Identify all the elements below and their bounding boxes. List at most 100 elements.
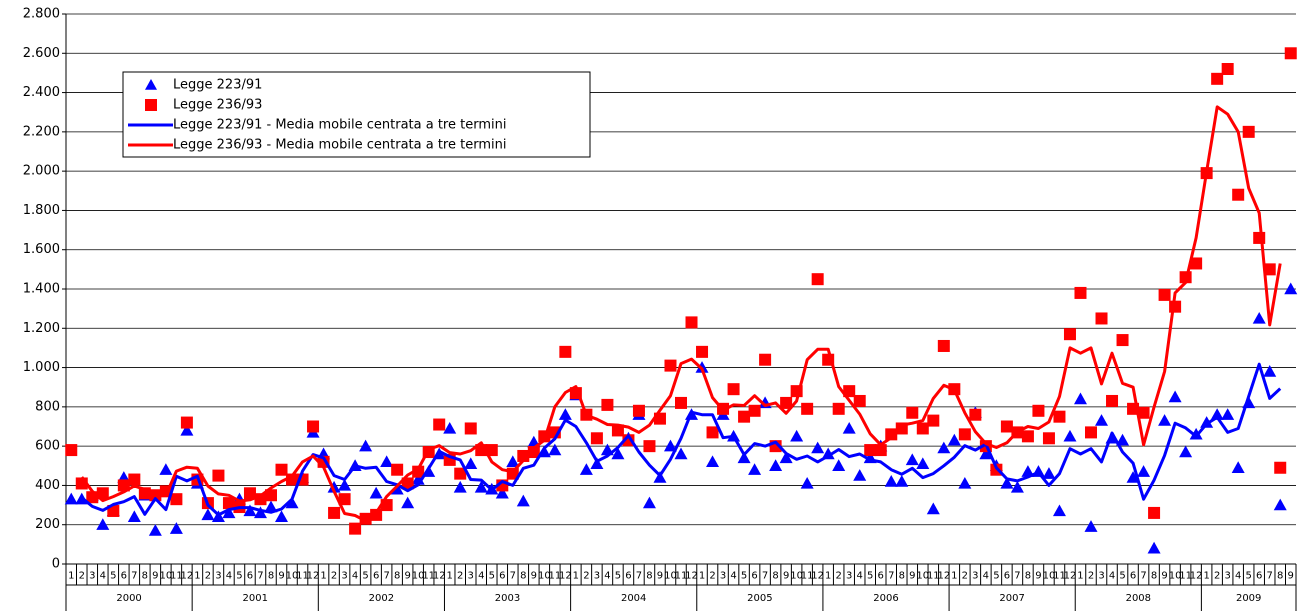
triangle-marker <box>96 518 110 530</box>
x-tick-label: 7 <box>383 571 389 582</box>
x-tick-label: 12 <box>811 571 824 582</box>
x-tick-label: 2 <box>836 571 842 582</box>
x-tick-label: 11 <box>296 571 309 582</box>
x-tick-label: 5 <box>489 571 495 582</box>
triangle-marker <box>1095 414 1109 426</box>
x-tick-label: 8 <box>1277 571 1283 582</box>
square-marker <box>1074 286 1087 299</box>
year-label: 2007 <box>999 593 1024 604</box>
square-marker <box>1221 63 1234 75</box>
x-tick-label: 8 <box>1025 571 1031 582</box>
triangle-marker <box>811 441 825 454</box>
square-marker <box>1242 125 1255 138</box>
triangle-marker <box>558 408 572 420</box>
y-tick-label: 2.600 <box>23 46 60 61</box>
square-marker <box>927 414 940 427</box>
x-tick-label: 7 <box>888 571 894 582</box>
square-marker <box>275 463 288 476</box>
x-tick-label: 9 <box>909 571 915 582</box>
triangle-marker <box>1052 504 1066 517</box>
x-tick-label: 1 <box>68 571 74 582</box>
square-marker <box>811 273 824 286</box>
square-marker <box>885 428 898 441</box>
square-marker <box>874 444 887 457</box>
triangle-marker <box>1284 282 1298 295</box>
square-marker <box>1263 263 1276 276</box>
triangle-marker <box>1000 476 1014 489</box>
y-tick-label: 600 <box>35 439 60 454</box>
x-tick-label: 2 <box>331 571 337 582</box>
square-marker <box>559 345 572 358</box>
moving-average-line <box>80 362 1282 517</box>
square-marker <box>696 345 709 358</box>
y-tick-label: 200 <box>35 517 60 532</box>
x-tick-label: 10 <box>286 571 299 582</box>
square-marker <box>328 506 341 519</box>
triangle-marker <box>642 496 656 509</box>
square-marker <box>632 404 645 417</box>
x-tick-label: 9 <box>1288 571 1294 582</box>
square-marker <box>265 489 277 502</box>
triangle-marker <box>674 447 688 460</box>
x-tick-label: 7 <box>636 571 642 582</box>
square-marker <box>748 404 761 417</box>
x-tick-label: 11 <box>675 571 688 582</box>
square-marker <box>832 402 845 415</box>
x-tick-label: 1 <box>825 571 831 582</box>
x-tick-label: 12 <box>307 571 320 582</box>
x-tick-label: 7 <box>131 571 137 582</box>
x-tick-label: 10 <box>538 571 551 582</box>
legend-marker <box>145 99 157 111</box>
x-tick-label: 8 <box>899 571 905 582</box>
x-tick-label: 3 <box>341 571 347 582</box>
triangle-marker <box>159 463 173 475</box>
x-tick-label: 10 <box>1169 571 1182 582</box>
x-tick-label: 9 <box>531 571 537 582</box>
triangle-marker <box>842 421 856 434</box>
x-tick-label: 2 <box>709 571 715 582</box>
x-tick-label: 5 <box>362 571 368 582</box>
x-tick-label: 8 <box>268 571 274 582</box>
year-label: 2003 <box>495 593 520 604</box>
x-tick-label: 1 <box>194 571 200 582</box>
x-tick-label: 10 <box>1043 571 1056 582</box>
triangle-marker <box>611 447 625 460</box>
square-marker <box>117 479 130 492</box>
square-marker <box>1148 506 1161 519</box>
triangle-marker <box>832 459 846 471</box>
x-tick-label: 8 <box>772 571 778 582</box>
x-tick-label: 3 <box>215 571 221 582</box>
x-tick-label: 2 <box>962 571 968 582</box>
triangle-marker <box>453 480 467 493</box>
triangle-marker <box>464 457 478 470</box>
x-tick-label: 11 <box>170 571 183 582</box>
triangle-marker <box>853 469 867 481</box>
triangle-marker <box>327 480 341 493</box>
x-tick-label: 5 <box>867 571 873 582</box>
x-tick-label: 3 <box>468 571 474 582</box>
square-marker <box>1000 420 1013 433</box>
triangle-marker <box>779 451 793 464</box>
triangle-marker <box>148 524 162 536</box>
x-tick-label: 12 <box>1190 571 1203 582</box>
x-tick-label: 4 <box>1235 571 1241 582</box>
x-tick-label: 2 <box>205 571 211 582</box>
x-tick-label: 6 <box>625 571 631 582</box>
x-tick-label: 4 <box>857 571 863 582</box>
square-marker <box>864 444 877 457</box>
square-marker <box>65 444 78 457</box>
square-marker <box>1232 188 1245 201</box>
x-tick-label: 12 <box>1064 571 1077 582</box>
x-tick-label: 9 <box>152 571 158 582</box>
square-marker <box>1021 430 1034 443</box>
square-marker <box>937 339 950 352</box>
x-tick-label: 7 <box>1014 571 1020 582</box>
x-tick-label: 7 <box>510 571 516 582</box>
y-tick-label: 1.600 <box>23 242 60 257</box>
x-tick-label: 9 <box>404 571 410 582</box>
square-marker <box>222 497 235 510</box>
square-marker <box>727 383 740 396</box>
x-tick-label: 1 <box>1077 571 1083 582</box>
triangle-marker <box>401 496 415 509</box>
square-marker <box>1274 461 1287 474</box>
